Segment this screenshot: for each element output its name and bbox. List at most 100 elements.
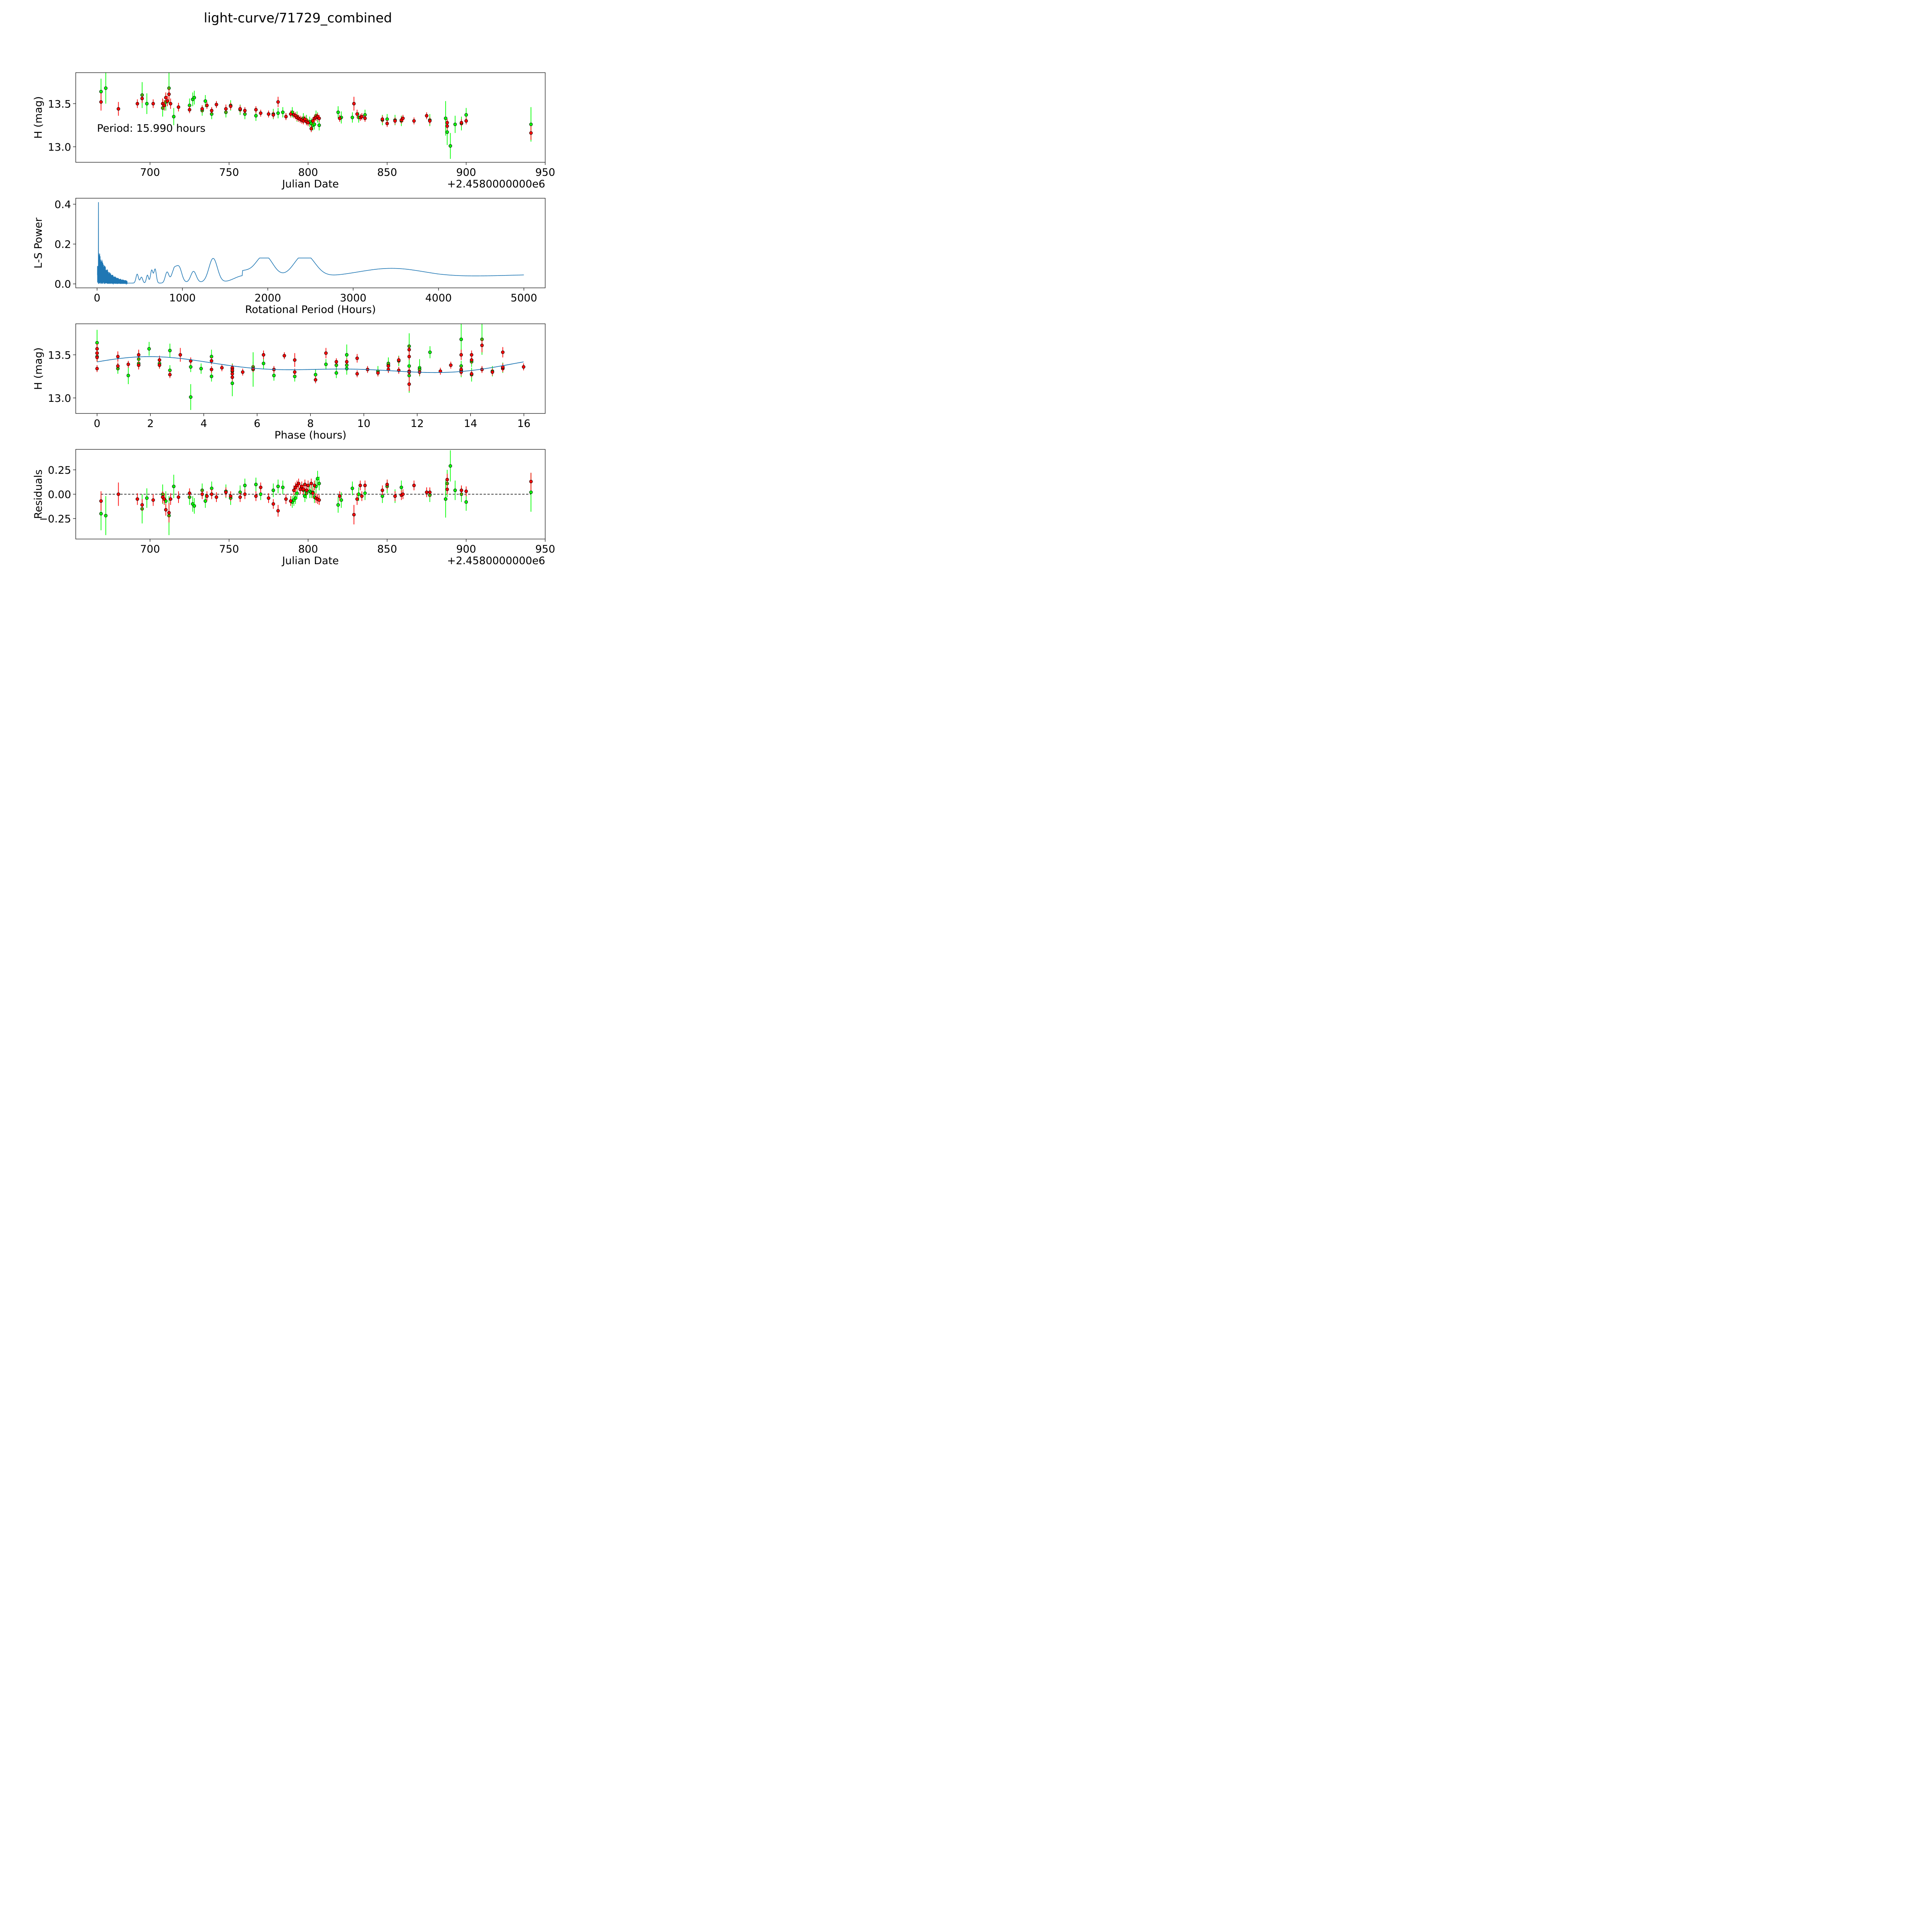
x-tick-label: 16	[517, 418, 531, 430]
data-point-red	[469, 353, 473, 357]
y-tick-label: 13.0	[48, 141, 71, 153]
data-point-red	[254, 494, 258, 498]
data-point-green	[203, 499, 207, 503]
data-point-red	[358, 483, 362, 487]
data-point-red	[407, 382, 411, 386]
data-point-red	[137, 363, 141, 367]
data-point-red	[267, 112, 270, 116]
data-point-red	[116, 355, 120, 359]
figure: light-curve/71729_combined 700 750 800 850 9…	[0, 0, 596, 596]
data-point-red	[445, 478, 449, 481]
data-point-green	[243, 483, 247, 487]
data-point-green	[281, 485, 285, 489]
data-point-red	[200, 492, 204, 496]
data-point-red	[209, 359, 213, 363]
data-point-green	[317, 123, 321, 127]
x-tick-label: 700	[140, 543, 160, 555]
data-point-green	[336, 503, 340, 507]
data-point-red	[376, 371, 380, 375]
y-tick-label: 0.2	[54, 239, 71, 251]
data-point-green	[104, 86, 108, 90]
data-point-red	[501, 350, 505, 354]
data-point-red	[164, 508, 168, 512]
data-point-red	[297, 481, 301, 485]
data-point-red	[385, 122, 389, 126]
data-point-red	[243, 492, 247, 496]
x-tick-label: 950	[535, 167, 555, 179]
data-point-red	[224, 490, 228, 494]
data-point-red	[259, 111, 263, 115]
data-point-red	[267, 496, 270, 500]
data-point-red	[116, 107, 120, 111]
x-tick-label: 14	[464, 418, 477, 430]
x-tick-label: 900	[456, 543, 476, 555]
data-point-green	[314, 373, 318, 377]
x-tick-label: 12	[410, 418, 423, 430]
data-point-green	[145, 102, 149, 105]
data-point-green	[262, 362, 265, 366]
data-point-red	[188, 491, 192, 495]
data-point-red	[401, 116, 405, 120]
data-point-red	[238, 107, 242, 111]
axes-frame	[75, 72, 546, 163]
y-tick-label: 0.00	[48, 489, 71, 501]
data-point-red	[317, 498, 321, 502]
data-point-red	[238, 495, 242, 499]
data-point-red	[360, 494, 364, 498]
panel-residuals: 700 750 800 850 900 950 −0.25 0.00 0.25 Julian Da…	[32, 449, 555, 567]
data-point-red	[334, 360, 338, 364]
data-point-green	[99, 512, 103, 515]
x-tick-label: 0	[94, 418, 100, 430]
panel-timeseries: 700 750 800 850 900 950 13.0 13.5 Julian Date H (…	[32, 72, 555, 190]
x-offset-label: +2.4580000000e6	[447, 555, 545, 567]
y-tick-label: 13.5	[48, 349, 71, 361]
data-point-green	[428, 350, 432, 354]
data-point-red	[363, 116, 367, 120]
data-point-green	[324, 362, 328, 366]
data-point-red	[164, 96, 168, 100]
axes-frame	[75, 323, 546, 414]
data-point-green	[350, 486, 354, 490]
data-point-red	[259, 485, 263, 489]
data-point-green	[317, 481, 321, 485]
data-point-green	[199, 367, 203, 371]
data-point-green	[145, 496, 149, 500]
data-point-green	[345, 367, 349, 371]
data-point-red	[363, 483, 367, 487]
data-point-green	[449, 144, 452, 148]
x-tick-label: 900	[456, 167, 476, 179]
x-offset-label: +2.4580000000e6	[447, 178, 545, 190]
data-point-red	[168, 102, 172, 105]
y-tick-label: 13.5	[48, 98, 71, 110]
data-point-green	[294, 496, 298, 500]
x-axis-label: Julian Date	[281, 178, 339, 190]
data-point-red	[306, 121, 310, 124]
data-point-red	[381, 117, 384, 121]
data-point-red	[292, 488, 296, 492]
data-point-red	[298, 487, 302, 491]
data-point-red	[412, 119, 416, 123]
data-point-red	[276, 509, 280, 513]
x-tick-label: 2	[147, 418, 154, 430]
data-point-green	[172, 485, 176, 488]
axes-frame	[75, 198, 546, 288]
data-point-red	[205, 104, 209, 107]
data-point-green	[444, 116, 447, 120]
data-point-red	[282, 354, 286, 358]
data-point-red	[229, 494, 233, 498]
data-point-red	[262, 353, 265, 357]
data-point-red	[459, 353, 463, 357]
data-point-red	[289, 112, 293, 116]
x-tick-label: 850	[377, 167, 397, 179]
data-point-red	[165, 99, 169, 103]
data-point-red	[425, 114, 429, 118]
data-point-green	[453, 488, 457, 492]
data-point-green	[192, 504, 196, 508]
data-point-red	[306, 483, 310, 487]
x-axis-label: Julian Date	[281, 555, 339, 567]
data-point-red	[345, 360, 349, 364]
data-point-green	[203, 99, 207, 103]
data-point-green	[99, 90, 103, 94]
fit-curve	[97, 356, 524, 373]
